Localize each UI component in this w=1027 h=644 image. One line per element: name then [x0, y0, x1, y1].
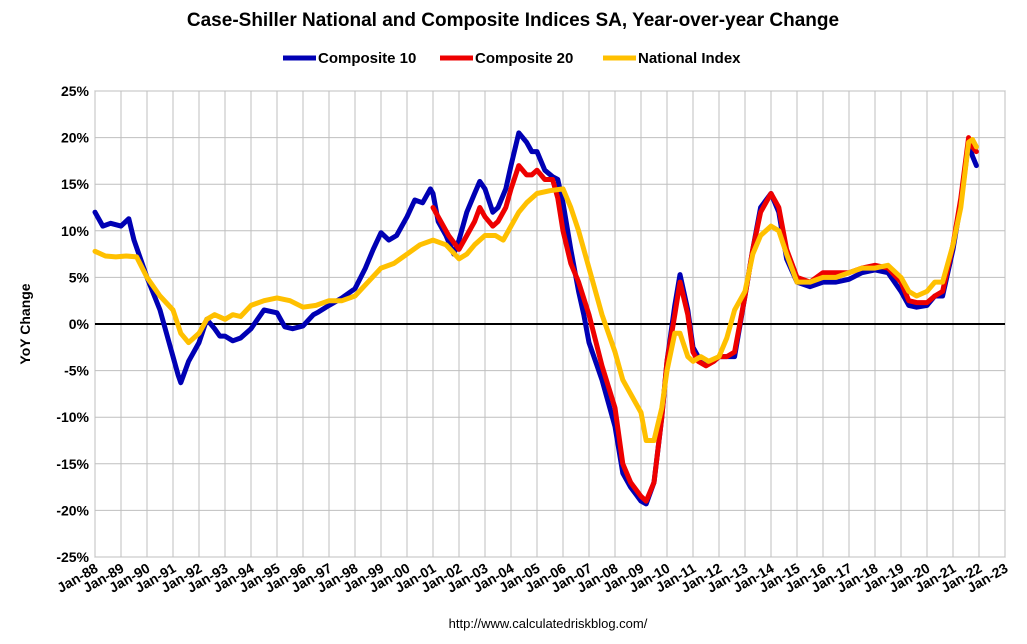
source-url: http://www.calculatedriskblog.com/: [449, 616, 648, 631]
legend-label-composite-10: Composite 10: [318, 50, 416, 67]
chart-title: Case-Shiller National and Composite Indi…: [187, 10, 839, 31]
legend-label-composite-20: Composite 20: [475, 50, 573, 67]
y-tick-label: 25%: [61, 83, 90, 99]
y-tick-label: 0%: [69, 316, 90, 332]
y-tick-label: 20%: [61, 130, 90, 146]
legend: Composite 10 Composite 20 National Index: [283, 50, 741, 67]
series-lines: [92, 130, 979, 507]
y-axis-tick-labels: -25% -20% -15% -10% -5% 0% 5% 10% 15% 20% 25%: [56, 83, 89, 565]
y-tick-label: -15%: [56, 456, 89, 472]
series-line-national-index: [92, 137, 979, 443]
y-tick-label: -5%: [64, 363, 89, 379]
y-tick-label: 15%: [61, 176, 90, 192]
y-tick-label: -25%: [56, 549, 89, 565]
y-tick-label: 5%: [69, 269, 90, 285]
y-tick-label: 10%: [61, 223, 90, 239]
x-axis-tick-labels: Jan-88Jan-89Jan-90Jan-91Jan-92Jan-93Jan-…: [54, 560, 1011, 596]
y-axis-title: YoY Change: [17, 283, 33, 364]
y-tick-label: -10%: [56, 409, 89, 425]
legend-label-national-index: National Index: [638, 50, 741, 67]
y-tick-label: -20%: [56, 502, 89, 518]
